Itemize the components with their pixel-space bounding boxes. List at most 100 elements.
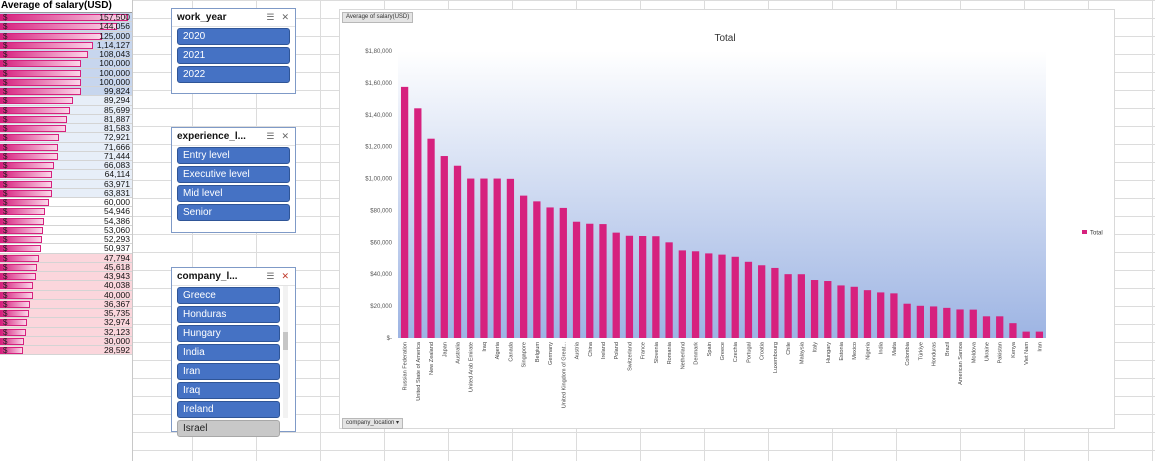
axis-field-button[interactable]: company_location ▾ bbox=[342, 418, 404, 429]
clear-filter-icon[interactable]: ✕ bbox=[281, 271, 289, 281]
bar-31[interactable] bbox=[810, 280, 819, 338]
slicer-item-mid-level[interactable]: Mid level bbox=[177, 185, 290, 202]
bar-29[interactable] bbox=[784, 274, 792, 338]
table-row[interactable]: $108,043 bbox=[0, 50, 132, 60]
table-row[interactable]: $71,666 bbox=[0, 142, 132, 152]
table-row[interactable]: $28,592 bbox=[0, 346, 132, 356]
bar-32[interactable] bbox=[824, 281, 832, 338]
column-header[interactable]: Average of salary(USD) bbox=[0, 0, 132, 13]
table-row[interactable]: $144,056 bbox=[0, 22, 132, 32]
table-row[interactable]: $36,367 bbox=[0, 299, 132, 309]
table-row[interactable]: $30,000 bbox=[0, 336, 132, 346]
table-row[interactable]: $63,971 bbox=[0, 179, 132, 189]
bar-10[interactable] bbox=[533, 201, 541, 338]
slicer-item-senior[interactable]: Senior bbox=[177, 204, 290, 221]
table-row[interactable]: $32,123 bbox=[0, 327, 132, 337]
table-row[interactable]: $60,000 bbox=[0, 198, 132, 208]
bar-26[interactable] bbox=[744, 261, 753, 338]
bar-42[interactable] bbox=[956, 309, 964, 338]
table-row[interactable]: $100,000 bbox=[0, 68, 132, 78]
table-row[interactable]: $89,294 bbox=[0, 96, 132, 106]
table-row[interactable]: $32,974 bbox=[0, 318, 132, 328]
bar-4[interactable] bbox=[453, 165, 462, 338]
table-row[interactable]: $81,887 bbox=[0, 114, 132, 124]
table-row[interactable]: $43,943 bbox=[0, 272, 132, 282]
bar-24[interactable] bbox=[718, 254, 726, 338]
clear-filter-icon[interactable]: ✕ bbox=[281, 12, 289, 22]
bar-23[interactable] bbox=[705, 253, 713, 338]
bar-21[interactable] bbox=[678, 250, 686, 338]
table-row[interactable]: $40,038 bbox=[0, 281, 132, 291]
bar-17[interactable] bbox=[625, 235, 634, 338]
bar-14[interactable] bbox=[586, 223, 594, 338]
slicer-item-executive-level[interactable]: Executive level bbox=[177, 166, 290, 183]
bar-44[interactable] bbox=[982, 316, 991, 338]
bar-7[interactable] bbox=[493, 178, 501, 338]
multi-select-icon[interactable]: ☰ bbox=[266, 12, 275, 22]
bar-0[interactable] bbox=[400, 86, 409, 338]
bar-16[interactable] bbox=[612, 232, 620, 338]
bar-18[interactable] bbox=[639, 236, 647, 338]
bar-19[interactable] bbox=[652, 236, 660, 338]
bar-30[interactable] bbox=[797, 274, 805, 338]
bar-6[interactable] bbox=[480, 178, 488, 338]
slicer-item-hungary[interactable]: Hungary bbox=[177, 325, 280, 342]
bar-13[interactable] bbox=[572, 221, 581, 338]
bar-36[interactable] bbox=[877, 292, 885, 338]
scrollbar-thumb[interactable] bbox=[283, 332, 288, 350]
table-row[interactable]: $100,000 bbox=[0, 59, 132, 69]
table-row[interactable]: $85,699 bbox=[0, 105, 132, 115]
table-row[interactable]: $125,000 bbox=[0, 31, 132, 41]
table-row[interactable]: $53,060 bbox=[0, 225, 132, 235]
table-row[interactable]: $63,831 bbox=[0, 188, 132, 198]
slicer-item-honduras[interactable]: Honduras bbox=[177, 306, 280, 323]
table-row[interactable]: $54,386 bbox=[0, 216, 132, 226]
bar-12[interactable] bbox=[559, 207, 567, 338]
bar-1[interactable] bbox=[414, 108, 422, 338]
bar-43[interactable] bbox=[969, 309, 977, 338]
slicer-item-entry-level[interactable]: Entry level bbox=[177, 147, 290, 164]
slicer-item-ireland[interactable]: Ireland bbox=[177, 401, 280, 418]
slicer-item-2020[interactable]: 2020 bbox=[177, 28, 290, 45]
bar-41[interactable] bbox=[943, 307, 951, 338]
slicer-item-2021[interactable]: 2021 bbox=[177, 47, 290, 64]
slicer-item-greece[interactable]: Greece bbox=[177, 287, 280, 304]
table-row[interactable]: $52,293 bbox=[0, 235, 132, 245]
bar-47[interactable] bbox=[1022, 331, 1030, 338]
bar-5[interactable] bbox=[467, 178, 475, 338]
bar-35[interactable] bbox=[863, 290, 872, 338]
table-row[interactable]: $50,937 bbox=[0, 244, 132, 254]
clear-filter-icon[interactable]: ✕ bbox=[281, 131, 289, 141]
table-row[interactable]: $81,583 bbox=[0, 124, 132, 134]
multi-select-icon[interactable]: ☰ bbox=[266, 131, 275, 141]
value-field-button[interactable]: Average of salary(USD) bbox=[342, 12, 414, 23]
table-row[interactable]: $1,14,127 bbox=[0, 40, 132, 50]
bar-11[interactable] bbox=[546, 207, 554, 338]
bar-8[interactable] bbox=[506, 178, 515, 338]
bar-25[interactable] bbox=[731, 256, 739, 338]
table-row[interactable]: $72,921 bbox=[0, 133, 132, 143]
bar-33[interactable] bbox=[837, 285, 845, 338]
slicer-scrollbar[interactable] bbox=[283, 286, 288, 418]
table-row[interactable]: $35,735 bbox=[0, 309, 132, 319]
filter-dropdown-icon[interactable]: ▾ bbox=[396, 420, 400, 426]
bar-22[interactable] bbox=[691, 251, 700, 338]
slicer-item-india[interactable]: India bbox=[177, 344, 280, 361]
bar-15[interactable] bbox=[599, 224, 607, 338]
slicer-item-iraq[interactable]: Iraq bbox=[177, 382, 280, 399]
bar-3[interactable] bbox=[440, 156, 448, 338]
bar-38[interactable] bbox=[903, 303, 911, 338]
table-row[interactable]: $99,824 bbox=[0, 87, 132, 97]
bar-20[interactable] bbox=[665, 242, 673, 338]
slicer-item-2022[interactable]: 2022 bbox=[177, 66, 290, 83]
table-row[interactable]: $100,000 bbox=[0, 77, 132, 87]
bar-9[interactable] bbox=[519, 195, 528, 338]
slicer-item-israel[interactable]: Israel bbox=[177, 420, 280, 437]
bar-45[interactable] bbox=[996, 316, 1004, 338]
bar-39[interactable] bbox=[916, 305, 925, 338]
table-row[interactable]: $66,083 bbox=[0, 161, 132, 171]
salary-chart[interactable]: Average of salary(USD) Total $- $20,000 $4… bbox=[339, 9, 1115, 429]
bar-46[interactable] bbox=[1009, 323, 1017, 338]
table-row[interactable]: $71,444 bbox=[0, 151, 132, 161]
table-row[interactable]: $64,114 bbox=[0, 170, 132, 180]
